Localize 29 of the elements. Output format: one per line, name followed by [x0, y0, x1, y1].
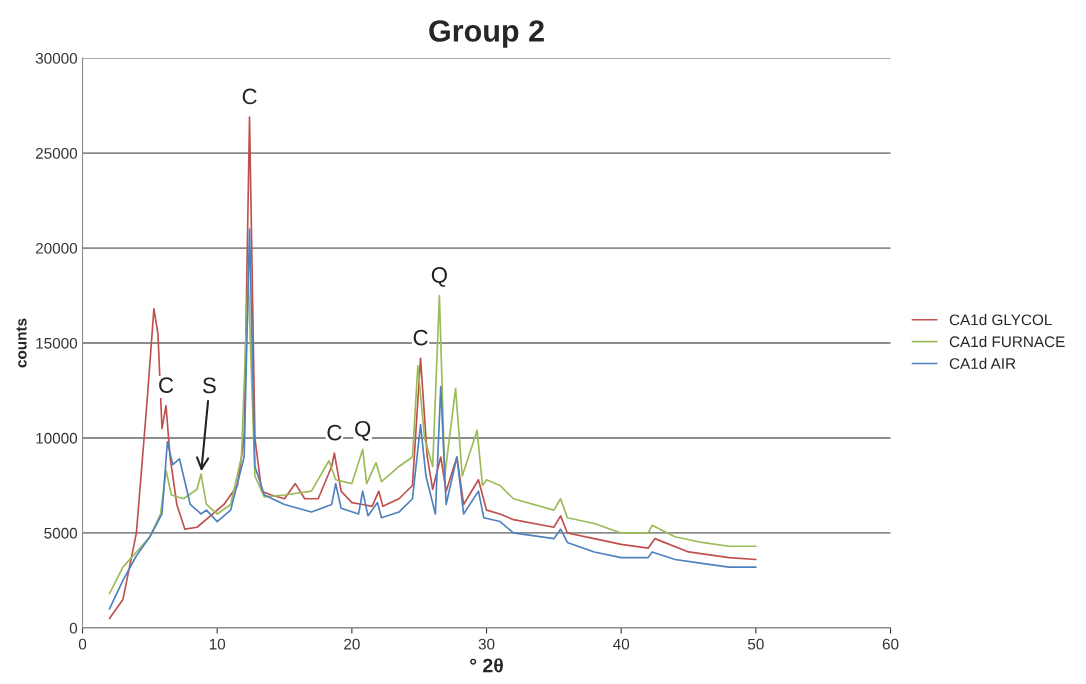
y-tick-label: 5000: [44, 527, 78, 539]
x-tick-label: 50: [747, 638, 764, 650]
y-tick-label: 0: [69, 622, 78, 634]
legend-label: CA1d FURNACE: [949, 335, 1065, 348]
x-tick-label: 20: [344, 638, 360, 650]
x-tick-label: 30: [478, 638, 495, 650]
line-series: [108, 228, 757, 610]
annotation: Q: [431, 267, 447, 287]
annotation: Q: [355, 420, 371, 441]
x-tick-label: 10: [209, 638, 226, 650]
annotation: S: [202, 377, 216, 394]
x-tick-label: 0: [78, 638, 87, 650]
y-tick-label: 30000: [35, 53, 78, 64]
annotation: C: [242, 88, 257, 105]
x-tick-label: 40: [613, 638, 630, 650]
chart-title: Group 2: [429, 20, 544, 48]
y-tick-label: 20000: [35, 242, 78, 254]
legend-label: CA1d GLYCOL: [949, 314, 1052, 326]
x-axis-title: ° 2θ: [470, 658, 503, 673]
y-tick-label: 15000: [36, 337, 78, 349]
x-tick-label: 60: [882, 638, 899, 650]
line-series: [108, 116, 757, 620]
y-tick-label: 10000: [36, 432, 78, 444]
y-axis-title: counts: [16, 318, 27, 368]
legend-label: CA1d AIR: [949, 357, 1016, 370]
annotation: C: [159, 377, 174, 393]
y-tick-label: 25000: [35, 147, 78, 159]
annotation: C: [327, 424, 342, 441]
annotation: C: [413, 329, 428, 346]
